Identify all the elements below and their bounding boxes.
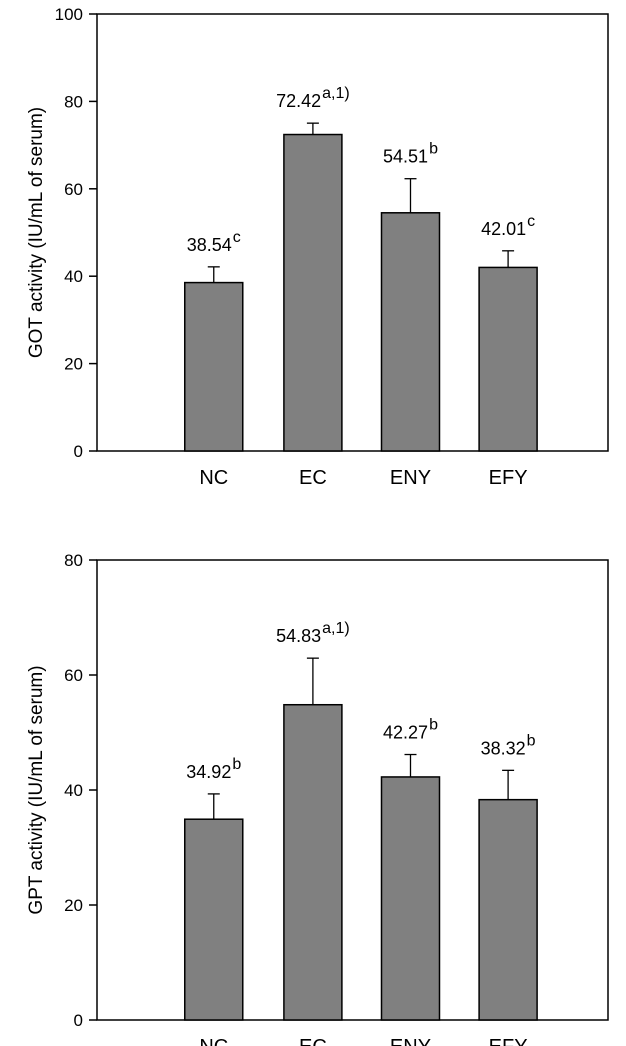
x-category-label: ENY (390, 1036, 431, 1046)
y-tick-label: 80 (64, 551, 83, 570)
data-label: 34.92b (186, 756, 241, 782)
data-label: 54.83a,1) (276, 620, 350, 646)
got-chart: 0 20 40 60 80 100 GOT activity (IU/mL of serum… (26, 5, 609, 489)
x-category-label: EC (299, 1036, 327, 1046)
data-label: 42.27b (383, 717, 438, 743)
gpt-chart: 0 20 40 60 80 GPT activity (IU/mL of serum) 34… (26, 551, 609, 1046)
x-category-label: ENY (390, 467, 431, 489)
data-label: 38.54c (187, 229, 241, 255)
y-tick-label: 60 (64, 180, 83, 199)
bar-ec (283, 703, 343, 1021)
y-tick-label: 20 (64, 896, 83, 915)
bar-nc (184, 818, 244, 1021)
y-axis-title: GOT activity (IU/mL of serum) (26, 107, 47, 358)
data-label: 54.51b (383, 141, 438, 167)
y-tick-label: 40 (64, 267, 83, 286)
x-category-label: EFY (489, 1036, 528, 1046)
bar-ec (283, 133, 343, 452)
x-category-label: EC (299, 467, 327, 489)
bar-nc (184, 281, 244, 452)
y-tick-label: 100 (55, 5, 83, 24)
data-label: 42.01c (481, 213, 535, 239)
y-axis-title: GPT activity (IU/mL of serum) (26, 665, 47, 914)
x-category-label: NC (199, 467, 228, 489)
y-tick-label: 0 (74, 1011, 83, 1030)
y-tick-label: 60 (64, 666, 83, 685)
bar-efy (478, 266, 538, 452)
bar-eny (380, 212, 441, 452)
bar-eny (380, 776, 441, 1021)
x-category-label: EFY (489, 467, 528, 489)
y-tick-label: 20 (64, 355, 83, 374)
data-label: 72.42a,1) (276, 85, 350, 111)
y-tick-label: 40 (64, 781, 83, 800)
data-label: 38.32b (481, 732, 536, 758)
y-tick-label: 80 (64, 92, 83, 111)
y-tick-label: 0 (74, 442, 83, 461)
bar-efy (478, 798, 538, 1021)
x-category-label: NC (199, 1036, 228, 1046)
plot-frame (96, 13, 609, 452)
